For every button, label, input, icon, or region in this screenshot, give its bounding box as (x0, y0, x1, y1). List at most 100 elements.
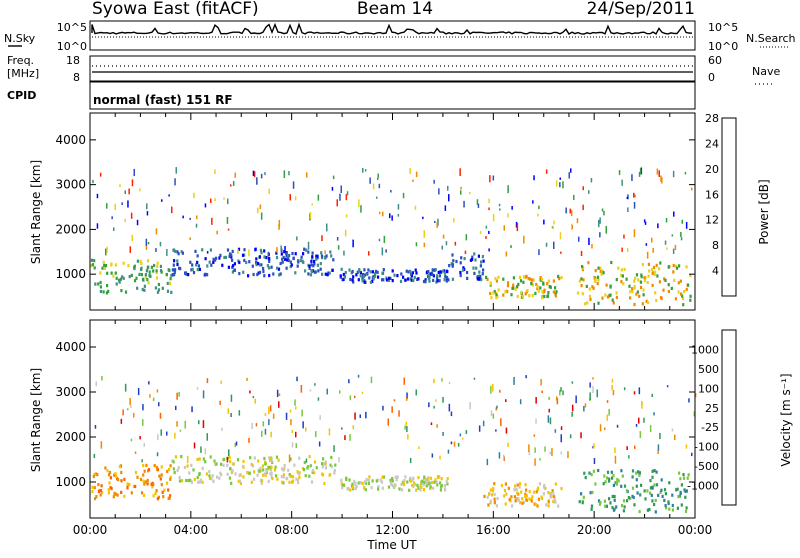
scattered-echo (415, 171, 418, 178)
scattered-echo (210, 198, 212, 203)
echo-cell (219, 253, 222, 257)
echo-cell (424, 278, 427, 282)
echo-cell (477, 254, 480, 258)
scattered-echo (528, 444, 530, 453)
scattered-echo (321, 235, 323, 242)
echo-cell (644, 497, 647, 501)
echo-cell (102, 260, 105, 264)
echo-cell (140, 273, 143, 277)
echo-cell (204, 257, 207, 261)
scattered-echo (599, 232, 601, 238)
scattered-echo (252, 170, 255, 176)
echo-cell (615, 295, 618, 299)
echo-cell (238, 260, 241, 265)
echo-cell (166, 469, 169, 473)
echo-cell (620, 504, 624, 508)
echo-cell (455, 259, 458, 264)
echo-cell (679, 477, 682, 481)
echo-cell (640, 285, 643, 289)
echo-cell (351, 482, 354, 486)
echo-cell (206, 273, 209, 277)
echo-cell (589, 491, 592, 495)
echo-cell (393, 485, 396, 489)
echo-cell (122, 261, 125, 265)
echo-cell (655, 470, 658, 474)
echo-cell (90, 258, 94, 262)
echo-cell (668, 507, 671, 511)
echo-cell (413, 275, 416, 280)
scattered-echo (560, 434, 562, 443)
scattered-echo (547, 415, 550, 423)
scattered-echo (283, 170, 286, 179)
scattered-echo (423, 230, 425, 238)
echo-cell (552, 279, 555, 283)
echo-cell (161, 490, 164, 494)
echo-cell (643, 276, 646, 280)
echo-cell (368, 276, 371, 280)
scattered-echo (505, 251, 508, 257)
echo-cell (106, 469, 109, 473)
echo-cell (370, 486, 373, 490)
echo-cell (330, 465, 334, 469)
echo-cell (145, 463, 148, 467)
echo-cell (313, 471, 316, 475)
echo-cell (228, 476, 232, 480)
echo-cell (196, 260, 199, 264)
echo-cell (296, 264, 299, 268)
echo-cell (631, 494, 634, 498)
echo-cell (638, 294, 641, 298)
scattered-echo (155, 228, 158, 235)
echo-cell (415, 271, 418, 275)
scattered-echo (438, 188, 440, 195)
echo-cell (682, 473, 685, 477)
echo-cell (608, 477, 611, 481)
scattered-echo (588, 237, 590, 246)
echo-cell (417, 486, 420, 490)
echo-cell (654, 291, 657, 295)
echo-cell (664, 492, 667, 496)
echo-cell (545, 503, 548, 507)
echo-region-2 (340, 475, 449, 492)
scattered-echo (626, 196, 629, 200)
echo-cell (578, 279, 581, 283)
y-tick-label: 2000 (55, 222, 86, 236)
echo-cell (277, 458, 280, 462)
echo-cell (307, 272, 310, 276)
echo-cell (487, 503, 490, 507)
echo-cell (285, 251, 288, 255)
echo-cell (653, 502, 656, 507)
scattered-echo (545, 169, 548, 174)
echo-cell (504, 502, 507, 506)
echo-cell (581, 501, 584, 505)
echo-cell (369, 270, 372, 274)
echo-cell (536, 287, 539, 291)
scattered-echo (262, 421, 264, 427)
echo-cell (223, 255, 226, 260)
scattered-echo (553, 241, 555, 249)
echo-cell (633, 279, 636, 283)
echo-cell (506, 290, 509, 294)
echo-cell (146, 482, 149, 486)
scattered-echo (464, 250, 467, 254)
echo-cell (343, 275, 346, 279)
scattered-echo (145, 238, 148, 247)
echo-cell (159, 477, 162, 481)
echo-cell (344, 271, 347, 275)
echo-cell (231, 258, 234, 262)
echo-cell (321, 472, 324, 476)
echo-cell (417, 277, 420, 281)
echo-cell (269, 472, 272, 476)
echo-cell (341, 483, 345, 487)
scattered-echo (133, 168, 135, 177)
scattered-echo (124, 218, 126, 223)
noise-right-tick-bottom: 10^0 (708, 40, 738, 53)
y-tick-label: 1000 (55, 267, 86, 281)
echo-cell (546, 294, 550, 298)
scattered-echo (538, 249, 540, 256)
noise-left-tick-bottom: 10^0 (57, 40, 87, 53)
scattered-echo (614, 455, 617, 464)
scattered-echo (264, 428, 267, 435)
scattered-echo (553, 220, 555, 225)
echo-cell (357, 278, 360, 282)
